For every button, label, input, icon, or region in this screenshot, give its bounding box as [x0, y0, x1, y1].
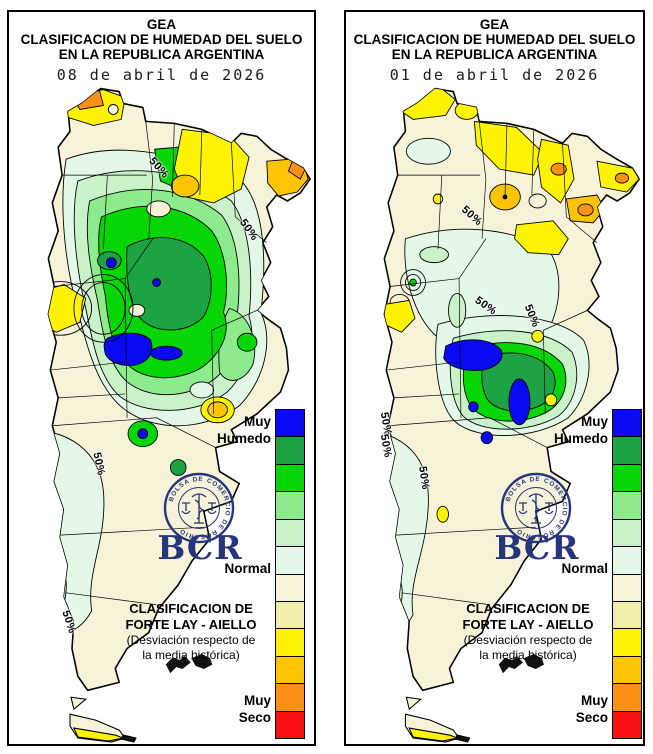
legend-cell	[276, 492, 304, 520]
bcr-seal-icon: BOLSA DE COMERCIO DE ROSARIO	[163, 472, 235, 544]
argentina-soil-moisture-map-01	[383, 87, 640, 743]
legend-cell	[613, 410, 641, 438]
legend-cell	[276, 656, 304, 685]
legend-label-muy-humedo: Muy Humedo	[554, 414, 608, 446]
legend-cell	[276, 519, 304, 548]
org-title: GEA	[479, 17, 510, 32]
map-title-line1: CLASIFICACION DE HUMEDAD DEL SUELO	[353, 32, 636, 47]
panel-title-block: GEA CLASIFICACION DE HUMEDAD DEL SUELO E…	[346, 17, 643, 84]
legend-cell	[613, 519, 641, 548]
map-date: 08 de abril de 2026	[56, 66, 267, 84]
legend-label-normal: Normal	[224, 561, 271, 576]
map-panel-01-april: GEA CLASIFICACION DE HUMEDAD DEL SUELO E…	[344, 10, 645, 746]
bcr-acronym: BCR	[494, 528, 580, 567]
legend-cell	[276, 629, 304, 657]
map-title-line2: EN LA REPUBLICA ARGENTINA	[391, 47, 598, 62]
legend-cell	[613, 547, 641, 575]
legend-cell	[613, 656, 641, 685]
map-panel-08-april: GEA CLASIFICACION DE HUMEDAD DEL SUELO E…	[7, 10, 316, 746]
legend-cell	[613, 574, 641, 602]
legend-cell	[613, 684, 641, 712]
legend-cell	[276, 410, 304, 438]
legend-cell	[276, 684, 304, 712]
legend-cell	[613, 437, 641, 465]
argentina-soil-moisture-map-08	[47, 87, 311, 743]
legend-cell	[276, 464, 304, 493]
panel-title-block: GEA CLASIFICACION DE HUMEDAD DEL SUELO E…	[9, 17, 314, 84]
legend-cell	[276, 574, 304, 602]
legend-label-muy-seco: Muy Seco	[575, 693, 608, 725]
map-date: 01 de abril de 2026	[389, 66, 600, 84]
org-title: GEA	[146, 17, 177, 32]
legend-cell	[276, 547, 304, 575]
legend-cell	[276, 601, 304, 630]
legend-label-normal: Normal	[561, 561, 608, 576]
bcr-acronym: BCR	[157, 528, 243, 567]
legend-label-muy-humedo: Muy Humedo	[217, 414, 271, 446]
classification-method-block: CLASIFICACION DE FORTE LAY - AIELLO (Des…	[462, 601, 594, 662]
classification-method-block: CLASIFICACION DE FORTE LAY - AIELLO (Des…	[125, 601, 257, 662]
legend-cell	[613, 464, 641, 493]
legend-cell	[613, 601, 641, 630]
legend-cell	[613, 492, 641, 520]
map-title-line1: CLASIFICACION DE HUMEDAD DEL SUELO	[20, 32, 303, 47]
bcr-seal-icon: BOLSA DE COMERCIO DE ROSARIO	[500, 472, 572, 544]
moisture-legend-bar	[612, 409, 642, 739]
legend-label-muy-seco: Muy Seco	[238, 693, 271, 725]
legend-cell	[613, 711, 641, 739]
legend-cell	[613, 629, 641, 657]
map-title-line2: EN LA REPUBLICA ARGENTINA	[58, 47, 265, 62]
legend-cell	[276, 437, 304, 465]
legend-cell	[276, 711, 304, 739]
moisture-legend-bar	[275, 409, 305, 739]
